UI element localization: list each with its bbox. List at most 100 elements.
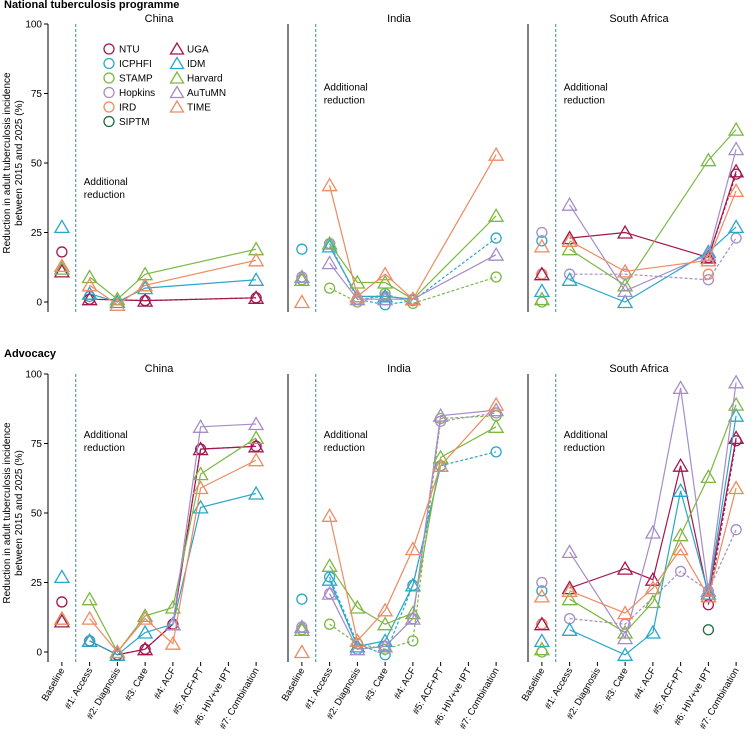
legend: NTU ICPHFI STAMP Hopkins IRD SIPTM UGA IDM Harva…: [103, 41, 226, 128]
panel-5: South Africa Additional reduction Baseline #…: [520, 363, 745, 731]
data-point: [321, 177, 338, 192]
annotation-line2: reduction: [84, 443, 125, 454]
data-point: [53, 260, 71, 275]
data-point: [53, 258, 71, 273]
data-point: [376, 602, 394, 617]
data-point: [109, 644, 126, 659]
series-TIME: [293, 146, 505, 309]
data-point: [349, 599, 366, 614]
legend-label: Harvard: [187, 74, 223, 85]
legend-marker: [169, 70, 185, 84]
legend-marker: [103, 57, 115, 70]
y-axis-label-bottom-line1: Reduction in adult tuberculosis incidenc…: [2, 422, 13, 604]
legend-item-ICPHFI: ICPHFI: [103, 57, 152, 70]
section-title-ntp: National tuberculosis programme: [4, 0, 179, 11]
data-point: [404, 541, 422, 556]
data-point: [702, 624, 715, 636]
data-point: [349, 641, 366, 656]
data-point: [490, 271, 502, 283]
data-point: [293, 269, 311, 284]
legend-label: UGA: [187, 45, 209, 56]
y-axis-label-top-line2: between 2015 and 2025 (%): [14, 100, 25, 226]
y-tick-label: 25: [31, 228, 43, 239]
data-point: [644, 624, 662, 639]
legend-item-STAMP: STAMP: [103, 72, 153, 85]
data-point: [323, 618, 336, 630]
x-tick-label: #3: Care: [123, 666, 151, 703]
y-tick-label: 0: [36, 298, 42, 309]
series-line: [569, 529, 737, 625]
data-point: [349, 633, 366, 648]
data-point: [616, 263, 634, 278]
data-point: [247, 485, 265, 500]
data-point: [561, 241, 578, 256]
data-point: [730, 524, 742, 536]
panel-title: China: [145, 13, 175, 25]
annotation-line2: reduction: [564, 443, 605, 454]
annotation-line2: reduction: [324, 443, 365, 454]
data-point: [247, 290, 265, 304]
data-point: [53, 219, 71, 234]
data-point: [561, 272, 578, 286]
data-point: [702, 599, 715, 611]
data-point: [674, 565, 687, 578]
series-line: [89, 259, 257, 306]
legend-label: IDM: [187, 59, 205, 70]
series-line: [569, 415, 737, 656]
annotation-line1: Additional: [564, 430, 608, 441]
legend-marker: [103, 43, 115, 55]
x-tick-label: Baseline: [40, 666, 68, 703]
legend-item-TIME: TIME: [169, 99, 211, 114]
data-point: [109, 647, 126, 661]
annotation-line1: Additional: [324, 83, 368, 94]
series-Hopkins: [536, 524, 742, 630]
legend-marker: [169, 41, 185, 55]
data-point: [164, 599, 182, 614]
y-tick-label: 100: [25, 370, 42, 381]
data-point: [533, 616, 551, 631]
data-point: [56, 246, 68, 258]
data-point: [644, 594, 662, 609]
data-point: [293, 272, 311, 286]
series-IDM: [53, 485, 265, 661]
data-point: [616, 224, 634, 239]
data-point: [404, 291, 422, 306]
series-line: [329, 154, 497, 301]
y-tick-label: 100: [25, 20, 42, 31]
data-point: [561, 544, 578, 559]
legend-marker: [169, 85, 185, 99]
data-point: [53, 569, 71, 584]
data-point: [727, 141, 745, 156]
data-point: [109, 297, 126, 311]
panel-title: South Africa: [609, 13, 669, 25]
legend-marker: [103, 72, 115, 84]
data-point: [376, 288, 394, 303]
panel-3: China 0 25 50 75 100 Additional reduction Baseli…: [25, 363, 265, 731]
data-point: [376, 291, 394, 306]
series-TIME: [53, 252, 265, 311]
data-point: [702, 274, 715, 286]
data-point: [672, 380, 689, 395]
annotation-line1: Additional: [84, 430, 128, 441]
data-point: [533, 291, 551, 306]
data-point: [192, 466, 209, 481]
data-point: [561, 591, 578, 606]
data-point: [616, 294, 634, 309]
series-AuTuMN: [293, 402, 505, 656]
panel-title: South Africa: [609, 363, 669, 375]
data-point: [533, 588, 551, 603]
data-point: [616, 630, 634, 645]
data-point: [432, 407, 449, 422]
series-line: [329, 426, 497, 625]
series-line: [329, 451, 497, 656]
legend-item-UGA: UGA: [169, 41, 209, 56]
data-point: [136, 608, 154, 623]
series-line: [569, 382, 737, 640]
y-tick-label: 50: [31, 509, 43, 520]
data-point: [536, 585, 548, 597]
data-point: [247, 452, 265, 467]
data-point: [136, 624, 154, 639]
legend-label: NTU: [119, 45, 140, 56]
legend-label: ICPHFI: [119, 59, 152, 70]
